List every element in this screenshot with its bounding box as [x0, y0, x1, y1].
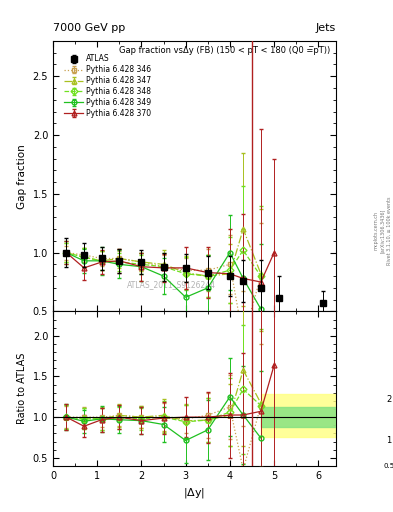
Bar	[261, 408, 336, 427]
Text: 7000 GeV pp: 7000 GeV pp	[53, 23, 125, 33]
Text: 2: 2	[386, 395, 392, 404]
Text: Gap fraction vsΔy (FB) (150 < pT < 180 (Q0 =̅pT)): Gap fraction vsΔy (FB) (150 < pT < 180 (…	[119, 47, 331, 55]
Text: 1: 1	[386, 436, 392, 445]
Legend: ATLAS, Pythia 6.428 346, Pythia 6.428 347, Pythia 6.428 348, Pythia 6.428 349, P: ATLAS, Pythia 6.428 346, Pythia 6.428 34…	[62, 53, 153, 119]
X-axis label: |$\Delta$y|: |$\Delta$y|	[184, 486, 206, 500]
Text: Jets: Jets	[316, 23, 336, 33]
Text: mcplots.cern.ch: mcplots.cern.ch	[373, 211, 378, 250]
Bar	[261, 394, 336, 437]
Text: 0.5: 0.5	[384, 463, 393, 469]
Y-axis label: Ratio to ATLAS: Ratio to ATLAS	[17, 353, 27, 424]
Text: [arXiv:1306.3436]: [arXiv:1306.3436]	[380, 208, 384, 252]
Text: Rivet 3.1.10, ≥ 100k events: Rivet 3.1.10, ≥ 100k events	[387, 196, 391, 265]
Text: ATLAS_2011_S9126244: ATLAS_2011_S9126244	[127, 280, 217, 289]
Y-axis label: Gap fraction: Gap fraction	[17, 144, 27, 208]
